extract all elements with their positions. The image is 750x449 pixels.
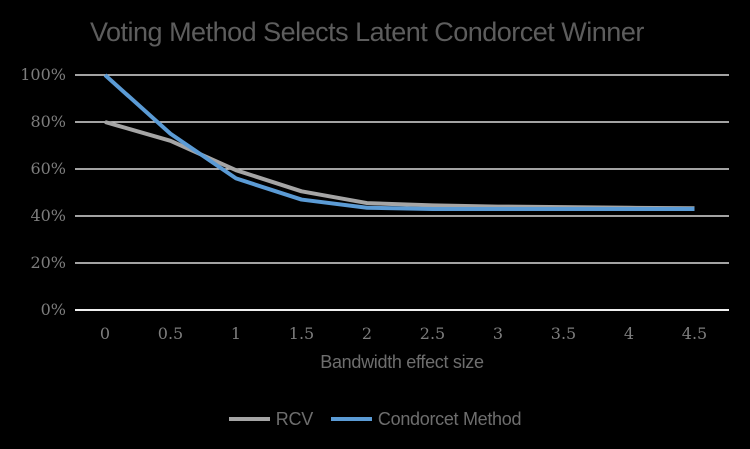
y-tick-label: 60%	[30, 159, 66, 178]
x-tick-label: 3.5	[550, 324, 577, 343]
x-tick-label: 1.5	[288, 324, 315, 343]
series-line-condorcet-method	[103, 73, 695, 211]
legend-label: RCV	[275, 408, 313, 429]
x-tick-label: 4	[623, 324, 635, 343]
x-tick-label: 3	[492, 324, 504, 343]
y-tick-label: 0%	[40, 300, 66, 319]
chart-title: Voting Method Selects Latent Condorcet W…	[90, 17, 644, 47]
legend-swatch	[228, 417, 270, 421]
x-tick-label: 0	[99, 324, 111, 343]
x-tick-label: 2.5	[419, 324, 446, 343]
x-axis-title: Bandwidth effect size	[320, 352, 484, 372]
y-tick-label: 40%	[30, 206, 66, 225]
x-tick-label: 0.5	[157, 324, 184, 343]
x-tick-label: 4.5	[681, 324, 708, 343]
legend: RCV Condorcet Method	[0, 407, 750, 431]
legend-label: Condorcet Method	[377, 408, 522, 429]
legend-item-rcv: RCV	[228, 408, 313, 430]
series-line-rcv	[104, 120, 695, 211]
x-tick-label: 2	[361, 324, 373, 343]
y-tick-label: 80%	[30, 112, 66, 131]
legend-swatch	[330, 417, 372, 421]
legend-item-condorcet-method: Condorcet Method	[330, 408, 522, 430]
y-tick-label: 20%	[30, 253, 66, 272]
x-tick-label: 1	[230, 324, 242, 343]
y-tick-label: 100%	[20, 65, 66, 84]
